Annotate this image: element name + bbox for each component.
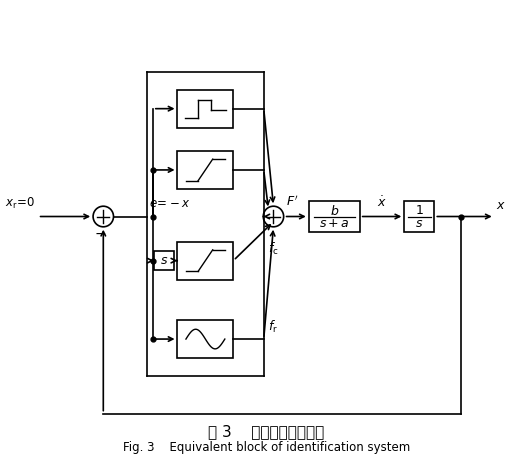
Text: $\dot{x}$: $\dot{x}$ [377, 196, 387, 210]
Bar [178, 151, 233, 189]
Text: $s$: $s$ [415, 217, 423, 230]
Text: $e\!=\!-x$: $e\!=\!-x$ [150, 197, 191, 210]
Text: $f_{\mathrm{c}}$: $f_{\mathrm{c}}$ [268, 240, 279, 256]
Bar [178, 90, 233, 128]
Text: $b$: $b$ [330, 204, 339, 218]
Text: $-$: $-$ [94, 226, 106, 240]
Bar [178, 241, 233, 280]
Text: Fig. 3    Equivalent block of identification system: Fig. 3 Equivalent block of identificatio… [122, 442, 410, 454]
Text: $x_{\mathrm{r}}\!=\!0$: $x_{\mathrm{r}}\!=\!0$ [5, 196, 35, 211]
Circle shape [263, 206, 284, 227]
Bar [178, 320, 233, 358]
Bar [309, 201, 360, 233]
Text: $s+a$: $s+a$ [319, 217, 350, 230]
Text: 图 3    辨识系统等效框图: 图 3 辨识系统等效框图 [208, 424, 324, 439]
Text: $1$: $1$ [415, 204, 423, 217]
Circle shape [93, 206, 114, 227]
Bar [154, 251, 174, 270]
Text: $f_{\mathrm{r}}$: $f_{\mathrm{r}}$ [268, 319, 278, 335]
Bar [404, 201, 434, 233]
Text: $s$: $s$ [160, 254, 168, 267]
Text: $x$: $x$ [496, 199, 505, 212]
Text: $F'$: $F'$ [286, 195, 298, 209]
